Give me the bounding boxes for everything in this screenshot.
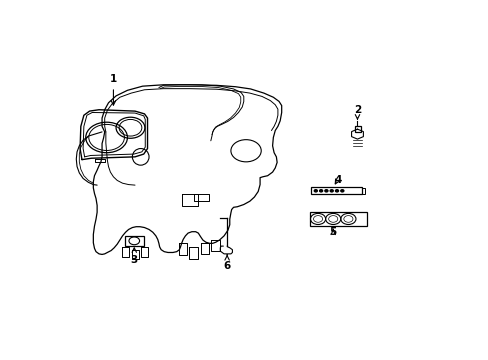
Circle shape [335, 190, 338, 192]
Bar [362, 188, 365, 194]
Circle shape [324, 190, 327, 192]
Circle shape [319, 190, 322, 192]
Text: 3: 3 [130, 248, 138, 265]
Text: 6: 6 [223, 255, 230, 270]
Circle shape [329, 190, 332, 192]
Text: 1: 1 [110, 74, 117, 105]
Circle shape [314, 190, 317, 192]
Bar [354, 126, 360, 132]
Text: 4: 4 [333, 175, 341, 185]
Text: 2: 2 [353, 105, 360, 119]
Bar [124, 235, 143, 246]
Circle shape [340, 190, 343, 192]
Bar [310, 212, 366, 226]
Text: 5: 5 [329, 227, 336, 237]
Bar [311, 187, 362, 194]
